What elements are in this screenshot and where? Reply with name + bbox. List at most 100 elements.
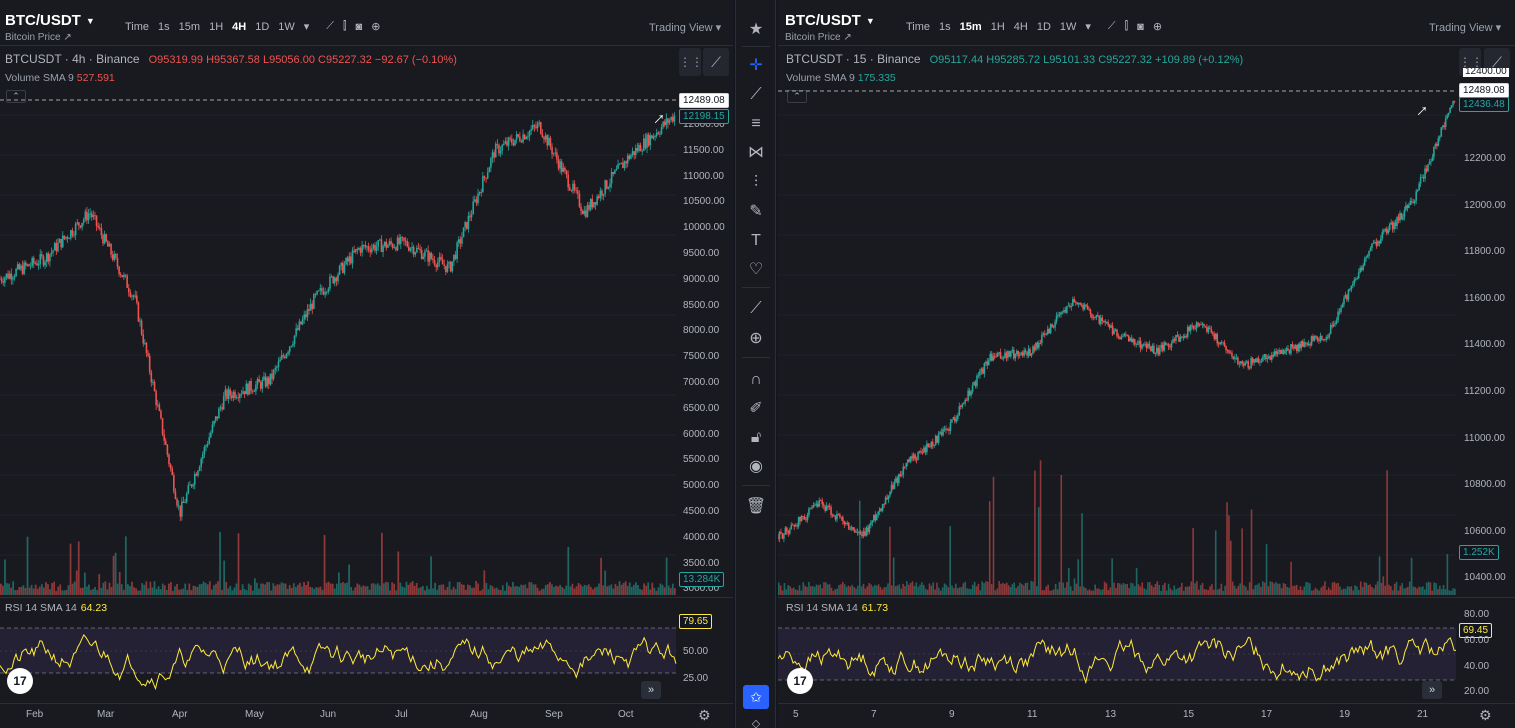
timeframe-1w[interactable]: 1W: [1059, 20, 1077, 33]
candle-body: [1332, 323, 1335, 327]
brush-icon[interactable]: ✎: [749, 203, 763, 220]
add-icon[interactable]: ⊕: [371, 21, 381, 33]
symbol-selector[interactable]: BTC/USDT ▼: [5, 12, 95, 29]
candle-body: [896, 477, 899, 483]
candle-body: [1030, 353, 1033, 356]
right-rsi-chart[interactable]: [778, 598, 1458, 702]
camera-icon[interactable]: ◙: [1137, 20, 1144, 33]
candle-body: [957, 415, 959, 420]
candle-body: [470, 214, 473, 218]
collapse-legend-button[interactable]: ⌃: [6, 90, 26, 103]
left-rsi-chart[interactable]: [0, 598, 678, 702]
trading-view-menu[interactable]: Trading View ▾: [649, 22, 722, 34]
candle-body: [965, 399, 968, 401]
forecast-icon[interactable]: ⫶: [753, 174, 758, 191]
candle-body: [1353, 279, 1356, 284]
right-price-chart[interactable]: [778, 90, 1458, 595]
text-icon[interactable]: T: [751, 232, 761, 249]
volume-bar: [1203, 589, 1206, 595]
timeframe-1s[interactable]: 1s: [939, 20, 951, 33]
star-icon[interactable]: ★: [748, 21, 764, 38]
candle-body: [1285, 348, 1288, 352]
camera-icon[interactable]: ◙: [355, 20, 363, 33]
volume-bar: [1022, 585, 1025, 595]
timeframe-1h[interactable]: 1H: [209, 20, 224, 33]
symbol-subtitle[interactable]: Bitcoin Price ↗: [5, 32, 72, 43]
rsi-tick: 60.00: [1464, 635, 1490, 646]
time-tick-label: May: [245, 709, 264, 720]
timeframe-1d[interactable]: 1D: [1036, 20, 1051, 33]
lock-pencil-icon[interactable]: ✐: [749, 400, 763, 417]
timeframe-time[interactable]: Time: [906, 20, 931, 33]
collapse-legend-button[interactable]: ⌃: [787, 90, 807, 103]
trading-view-menu[interactable]: Trading View ▾: [1429, 22, 1502, 34]
timeframe-4h[interactable]: 4H: [232, 20, 247, 33]
chevron-down-icon[interactable]: ▾: [1085, 21, 1091, 33]
timeframe-1s[interactable]: 1s: [158, 20, 170, 33]
scroll-to-realtime-button[interactable]: »: [1422, 681, 1442, 699]
tradingview-logo-icon[interactable]: 17: [7, 668, 33, 694]
lock-icon[interactable]: 🔓︎: [750, 429, 762, 446]
trend-line-icon[interactable]: ⟋: [750, 86, 762, 103]
candle-body: [911, 456, 913, 459]
volume-bar: [1331, 582, 1334, 595]
candles-icon[interactable]: ⫿: [1124, 20, 1129, 32]
candle-body: [1195, 322, 1198, 329]
gear-icon[interactable]: ⚙: [1479, 707, 1492, 723]
pane-divider[interactable]: [0, 597, 733, 598]
volume-bar: [836, 588, 838, 595]
volume-bar: [1005, 582, 1008, 595]
symbol-subtitle[interactable]: Bitcoin Price ↗: [785, 32, 852, 43]
zoom-in-icon[interactable]: ⊕: [749, 330, 763, 347]
volume-bar: [270, 590, 273, 595]
timeframe-4h[interactable]: 4H: [1013, 20, 1028, 33]
heart-icon[interactable]: ♡: [748, 261, 764, 278]
favorites-star-icon[interactable]: ✩: [743, 685, 769, 709]
indicators-icon[interactable]: ⟋: [326, 20, 334, 32]
timeframe-15m[interactable]: 15m: [959, 20, 982, 33]
crosshair-icon[interactable]: ✛: [749, 57, 763, 74]
eye-icon[interactable]: ◉: [749, 458, 763, 475]
pane-divider[interactable]: [778, 597, 1515, 598]
candle-body: [240, 393, 243, 395]
diamond-icon[interactable]: ◇: [751, 718, 761, 728]
volume-bar: [170, 582, 172, 595]
symbol-selector[interactable]: BTC/USDT ▼: [785, 12, 875, 29]
timeframe-15m[interactable]: 15m: [178, 20, 201, 33]
left-price-chart[interactable]: [0, 95, 678, 595]
candle-body: [375, 246, 378, 251]
volume-bar: [1348, 586, 1351, 595]
volume-bar: [783, 583, 786, 595]
volume-bar: [990, 584, 993, 595]
timeframe-1d[interactable]: 1D: [255, 20, 270, 33]
timeframe-time[interactable]: Time: [125, 20, 150, 33]
ruler-icon[interactable]: ⟋: [750, 300, 762, 317]
volume-bar: [919, 584, 921, 595]
add-icon[interactable]: ⊕: [1152, 21, 1163, 33]
price-tick-label: 12000.00: [683, 119, 725, 130]
candle-body: [1452, 101, 1454, 106]
volume-bar: [553, 586, 555, 595]
timeframe-1h[interactable]: 1H: [990, 20, 1005, 33]
candle-body: [983, 363, 986, 374]
scroll-to-realtime-button[interactable]: »: [641, 681, 661, 699]
volume-bar: [958, 587, 961, 595]
volume-bar: [1388, 584, 1390, 595]
magnet-icon[interactable]: ∩: [750, 371, 762, 388]
pattern-icon[interactable]: ⋈: [748, 144, 764, 161]
volume-bar: [383, 583, 385, 595]
tradingview-logo-icon[interactable]: 17: [787, 668, 813, 694]
indicators-icon[interactable]: ⟋: [1107, 20, 1116, 32]
trash-icon[interactable]: 🗑︎: [745, 498, 767, 515]
toolbar-divider: [742, 357, 770, 358]
volume-bar: [503, 590, 506, 595]
fib-lines-icon[interactable]: ≡: [751, 115, 761, 132]
chevron-down-icon[interactable]: ▾: [303, 21, 310, 33]
candle-body: [504, 141, 507, 144]
candles-icon[interactable]: ⫿: [343, 20, 347, 32]
gear-icon[interactable]: ⚙: [698, 707, 711, 723]
chart-style-line-icon[interactable]: ⟋: [703, 48, 729, 76]
timeframe-1w[interactable]: 1W: [278, 20, 295, 33]
drag-handle-icon[interactable]: ⋮⋮: [679, 48, 703, 76]
candle-body: [1010, 351, 1012, 357]
